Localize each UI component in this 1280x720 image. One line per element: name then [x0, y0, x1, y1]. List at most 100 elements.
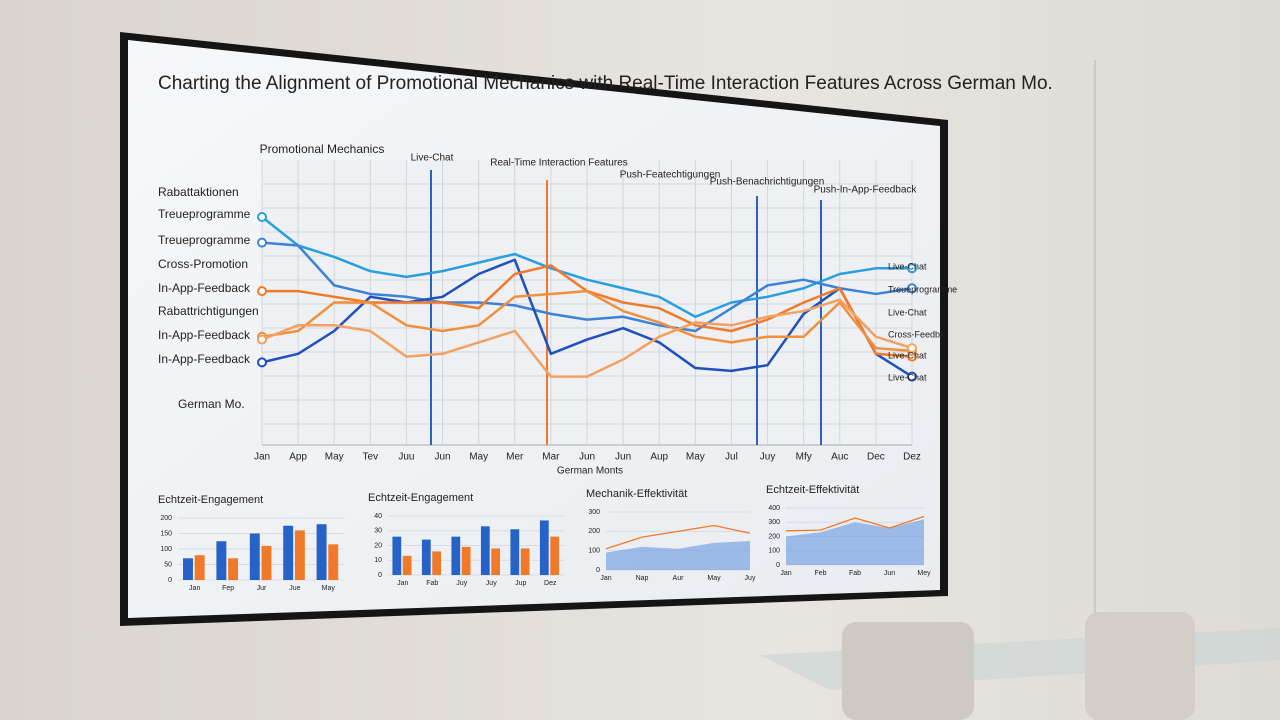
line [261, 216, 912, 318]
bar [283, 525, 294, 580]
y-tick-label: 150 [160, 530, 172, 537]
left-label: Treueprogramme [158, 207, 251, 221]
column-label: Push-In-App-Feedback [814, 185, 918, 196]
x-tick-label: Juy [760, 452, 776, 463]
y-tick-label: 30 [374, 528, 382, 535]
x-tick-label: Fab [849, 570, 861, 577]
right-label: Cross-Feedbk [888, 329, 945, 339]
chart-title: Mechanik-Effektivität [586, 488, 687, 500]
bar [194, 555, 205, 580]
right-label: Treueprogramme [888, 284, 957, 294]
bar [480, 526, 490, 575]
column-label: Push-Featechtigungen [620, 170, 721, 181]
bar [510, 529, 520, 575]
x-tick-label: Jun [615, 452, 631, 463]
x-tick-label: May [707, 575, 721, 582]
chair [842, 622, 974, 720]
x-tick-label: Feb [814, 570, 826, 577]
x-tick-label: Nap [636, 575, 649, 582]
line [261, 289, 913, 353]
bar [316, 524, 327, 580]
y-tick-label: 10 [374, 557, 382, 564]
y-tick-label: 200 [768, 533, 780, 540]
x-tick-label: Jan [600, 575, 611, 582]
line [261, 241, 913, 333]
y-tick-label: 40 [374, 513, 382, 520]
bar [432, 551, 442, 575]
left-label: In-App-Feedback [158, 328, 251, 342]
left-label: Treueprogramme [158, 233, 251, 247]
x-tick-label: Mey [917, 570, 931, 577]
y-tick-label: 50 [164, 561, 172, 568]
x-tick-label: Jun [434, 452, 450, 463]
x-tick-label: May [322, 585, 336, 592]
point [907, 343, 917, 354]
x-tick-label: Juy [486, 580, 497, 587]
x-tick-label: Jan [397, 580, 408, 587]
bar [539, 520, 549, 575]
left-label: Rabattaktionen [158, 185, 239, 199]
y-tick-label: 0 [596, 567, 600, 574]
bar [328, 544, 339, 580]
y-tick-label: 200 [588, 528, 600, 535]
x-tick-label: Dec [867, 452, 885, 463]
x-tick-label: Jul [725, 452, 738, 463]
line [785, 515, 925, 532]
point [907, 283, 917, 294]
point [907, 371, 917, 382]
y-tick-label: 20 [374, 542, 382, 549]
x-tick-label: Jue [289, 585, 300, 592]
right-label: Live-Chat [888, 350, 927, 360]
left-label: Cross-Promotion [158, 257, 248, 271]
point [907, 263, 917, 274]
column-label: Real-Time Interaction Features [490, 158, 627, 169]
x-tick-label: Fab [426, 580, 438, 587]
x-tick-label: Juy [456, 580, 467, 587]
bar [261, 545, 272, 580]
bar [183, 558, 193, 580]
chart-title: Echtzeit-Engagement [158, 494, 263, 506]
bar [392, 536, 402, 575]
bar [294, 530, 305, 580]
point [257, 286, 267, 297]
x-axis-label: German Monts [557, 466, 623, 477]
x-tick-label: May [325, 452, 344, 463]
left-label: In-App-Feedback [158, 352, 251, 366]
x-tick-label: Juy [745, 575, 756, 582]
x-tick-label: Jup [515, 580, 526, 587]
x-tick-label: May [469, 452, 488, 463]
area [786, 519, 924, 565]
y-tick-label: 400 [768, 505, 780, 512]
y-tick-label: 300 [588, 509, 600, 516]
x-tick-label: Dez [903, 452, 921, 463]
y-tick-label: 0 [776, 562, 780, 569]
bar [461, 546, 471, 575]
x-tick-label: Jur [257, 585, 267, 592]
chart-title: Echtzeit-Effektivität [766, 484, 859, 496]
y-tick-label: 100 [160, 546, 172, 553]
y-tick-label: 100 [588, 548, 600, 555]
right-label: Live-Chat [888, 261, 927, 271]
left-label: German Mo. [178, 397, 245, 411]
chart-title: Echtzeit-Engagement [368, 492, 473, 504]
bar [421, 539, 431, 575]
x-tick-label: Jan [780, 570, 791, 577]
y-tick-label: 0 [378, 572, 382, 579]
chair [1085, 612, 1195, 720]
bar [491, 548, 501, 575]
right-label: Live-Chat [888, 372, 927, 382]
x-tick-label: Auc [831, 452, 848, 463]
y-tick-label: 100 [768, 548, 780, 555]
x-tick-label: App [289, 452, 307, 463]
bar [228, 558, 239, 580]
x-tick-label: Aur [673, 575, 685, 582]
title: Charting the Alignment of Promotional Me… [158, 73, 1053, 94]
x-tick-label: Jan [254, 452, 270, 463]
right-label: Live-Chat [888, 307, 927, 317]
x-tick-label: Jun [579, 452, 595, 463]
area [606, 541, 750, 570]
bar [451, 536, 461, 575]
line [261, 298, 913, 378]
